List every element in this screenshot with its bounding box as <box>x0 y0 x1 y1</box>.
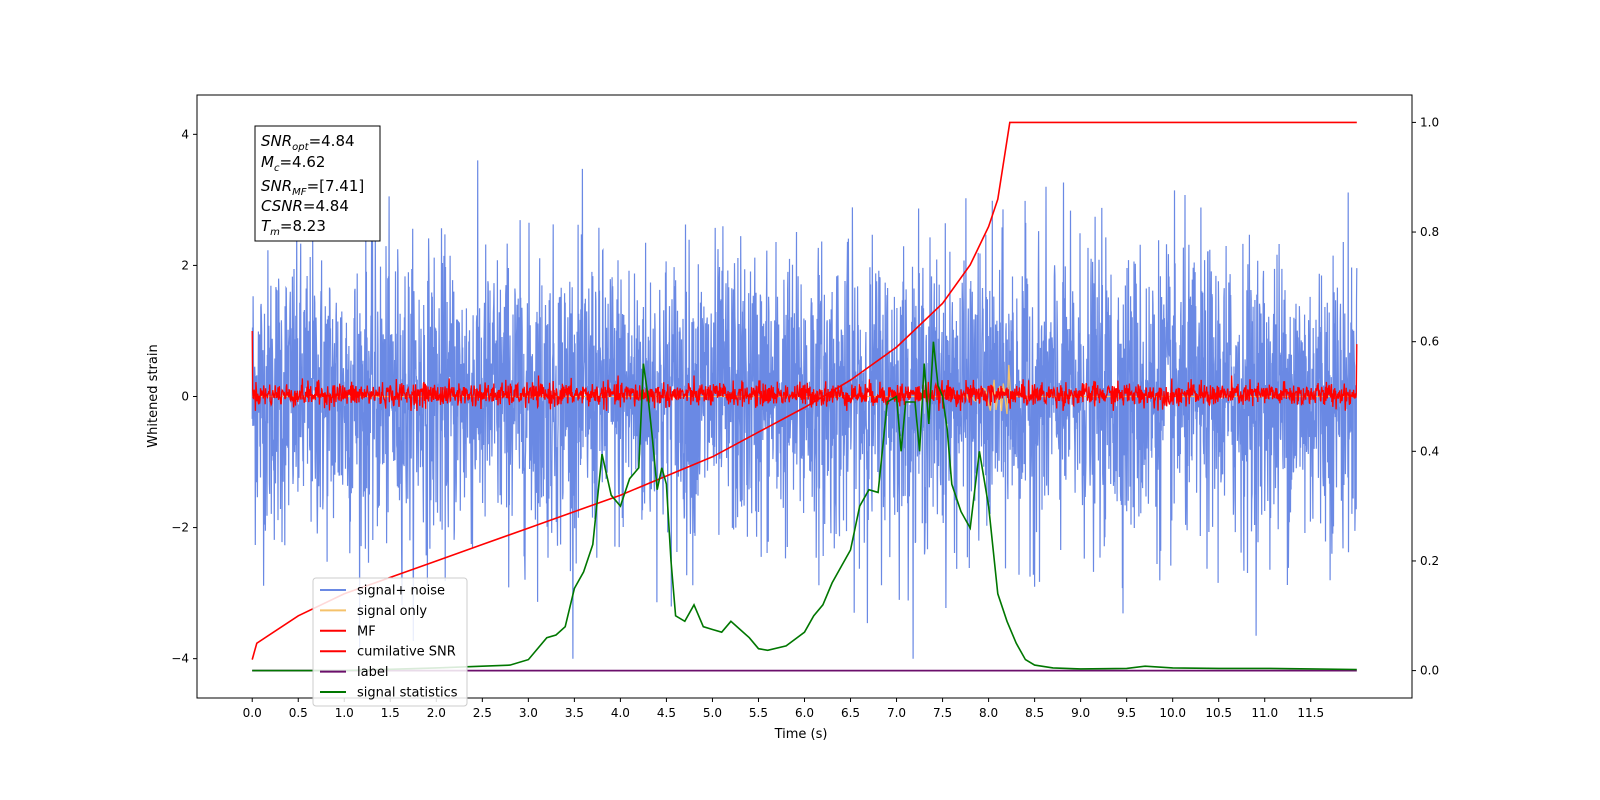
x-tick-label: 2.5 <box>473 706 492 720</box>
x-tick-label: 0.5 <box>289 706 308 720</box>
x-tick-label: 4.0 <box>611 706 630 720</box>
x-tick-label: 8.0 <box>979 706 998 720</box>
x-axis-ticks: 0.0 0.5 1.0 1.5 2.0 2.5 3.0 3.5 4.0 4.5 5.0 5.5 6.0 6… <box>243 698 1324 720</box>
x-tick-label: 5.0 <box>703 706 722 720</box>
x-tick-label: 3.0 <box>519 706 538 720</box>
legend-label: signal only <box>357 604 427 619</box>
x-tick-label: 7.5 <box>933 706 952 720</box>
y-left-tick-label: 4 <box>181 127 189 141</box>
x-tick-label: 7.0 <box>887 706 906 720</box>
y-left-tick-label: −2 <box>171 521 189 535</box>
x-tick-label: 10.5 <box>1205 706 1232 720</box>
y-left-tick-label: 2 <box>181 258 189 272</box>
snr-opt-annotation: SNRopt=4.84 <box>261 132 355 153</box>
mc-annotation: Mc=4.62 <box>261 153 325 174</box>
x-tick-label: 6.5 <box>841 706 860 720</box>
legend-label: signal+ noise <box>357 584 445 599</box>
snr-mf-annotation: SNRMF=[7.41] <box>261 177 364 198</box>
x-tick-label: 10.0 <box>1159 706 1186 720</box>
y-right-tick-label: 0.0 <box>1420 664 1439 678</box>
y-right-tick-label: 0.8 <box>1420 225 1439 239</box>
x-tick-label: 9.0 <box>1071 706 1090 720</box>
y-right-tick-label: 0.6 <box>1420 335 1439 349</box>
series-signal-noise <box>251 160 1358 659</box>
legend-label: cumilative SNR <box>357 645 456 660</box>
x-tick-label: 9.5 <box>1117 706 1136 720</box>
x-tick-label: 6.0 <box>795 706 814 720</box>
y-left-tick-label: −4 <box>171 652 189 666</box>
x-tick-label: 8.5 <box>1025 706 1044 720</box>
legend-label: label <box>357 665 388 680</box>
tm-annotation: Tm=8.23 <box>261 217 326 238</box>
csnr-annotation: CSNR=4.84 <box>261 197 349 215</box>
legend-label: MF <box>357 624 376 639</box>
x-axis-label: Time (s) <box>774 727 828 742</box>
series-signal-statistics <box>252 341 1357 672</box>
metrics-annotation-box: SNRopt=4.84 Mc=4.62 SNRMF=[7.41] CSNR=4.… <box>254 125 381 242</box>
x-tick-label: 11.5 <box>1297 706 1324 720</box>
x-tick-label: 4.5 <box>657 706 676 720</box>
y-left-tick-label: 0 <box>181 390 189 404</box>
x-tick-label: 1.5 <box>381 706 400 720</box>
x-tick-label: 11.0 <box>1251 706 1278 720</box>
y-axis-right-ticks: 1.0 0.8 0.6 0.4 0.2 0.0 <box>1412 115 1439 678</box>
y-axis-left-ticks: 4 2 0 −2 −4 <box>171 127 197 666</box>
x-tick-label: 2.0 <box>427 706 446 720</box>
series-mf <box>251 330 1358 411</box>
x-tick-label: 0.0 <box>243 706 262 720</box>
x-tick-label: 1.0 <box>335 706 354 720</box>
y-axis-label: Whitened strain <box>146 344 161 447</box>
legend-label: signal statistics <box>357 686 458 701</box>
y-right-tick-label: 0.2 <box>1420 554 1439 568</box>
x-tick-label: 5.5 <box>749 706 768 720</box>
x-tick-label: 3.5 <box>565 706 584 720</box>
y-right-tick-label: 1.0 <box>1420 115 1439 129</box>
legend: signal+ noise signal only MF cumilative SNR… <box>312 577 468 707</box>
y-right-tick-label: 0.4 <box>1420 444 1439 458</box>
